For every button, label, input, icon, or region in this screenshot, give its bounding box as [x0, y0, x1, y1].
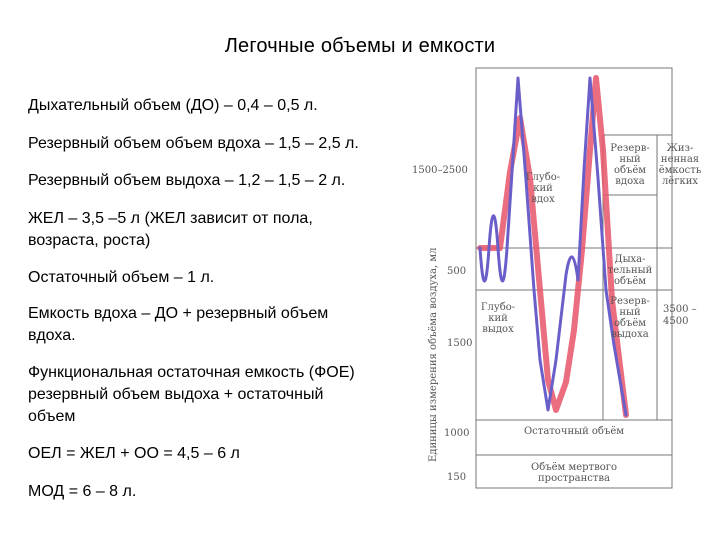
scale-1500-2500: 1500–2500 [412, 165, 468, 176]
frc-line-cont: резервный объем выдоха + остаточный [28, 386, 324, 403]
residual-volume-line: Остаточный объем – 1 л. [28, 269, 215, 286]
page-title: Легочные объемы и емкости [224, 35, 496, 57]
svg-text:объём: объём [614, 276, 646, 287]
svg-text:выдох: выдох [482, 324, 514, 335]
svg-text:Дыха-: Дыха- [614, 254, 645, 265]
mv-line: МОД = 6 – 8 л. [28, 483, 137, 500]
scale-150: 150 [447, 472, 466, 483]
svg-text:3500 –: 3500 – [663, 304, 697, 315]
svg-text:кий: кий [533, 183, 553, 194]
scale-1000: 1000 [444, 428, 469, 439]
svg-text:вдоха: вдоха [615, 176, 644, 187]
deep-inhale-label: Глубо- кий вдох [526, 172, 560, 205]
vital-capacity-values: 3500 – 4500 [663, 304, 697, 327]
axis-label: Единицы измерения объёма воздуха, мл [428, 248, 439, 462]
inspiratory-reserve-label: Резерв- ный объём вдоха [610, 143, 649, 187]
svg-text:выдоха: выдоха [611, 329, 648, 340]
svg-text:Резерв-: Резерв- [610, 143, 649, 154]
svg-text:ный: ный [619, 154, 641, 165]
svg-text:ёмкость: ёмкость [659, 165, 702, 176]
vital-capacity-line: ЖЕЛ – 3,5 –5 л (ЖЕЛ зависит от пола, [28, 210, 313, 227]
tidal-volume-line: Дыхательный объем (ДО) – 0,4 – 0,5 л. [28, 97, 318, 114]
svg-text:Объём мертвого: Объём мертвого [531, 462, 617, 473]
svg-text:вдох: вдох [531, 194, 555, 205]
expiratory-reserve-line: Резервный объем выдоха – 1,2 – 1,5 – 2 л… [28, 172, 346, 189]
inspiratory-reserve-line: Резервный объем объем вдоха – 1,5 – 2,5 … [28, 135, 359, 152]
deep-exhale-label: Глубо- кий выдох [481, 302, 515, 335]
tlc-line: ОЕЛ = ЖЕЛ + ОО = 4,5 – 6 л [28, 445, 240, 462]
blue-breathing-curve [478, 76, 628, 417]
vital-capacity-label: Жиз- ненная ёмкость лёгких [659, 143, 702, 187]
svg-text:Глубо-: Глубо- [526, 172, 560, 183]
dead-space-label: Объём мертвого пространства [531, 462, 617, 484]
inspiratory-capacity-line: Емкость вдоха – ДО + резервный объем [28, 305, 329, 322]
svg-text:ный: ный [619, 307, 641, 318]
residual-volume-label: Остаточный объём [524, 426, 624, 437]
svg-text:кий: кий [488, 313, 508, 324]
svg-text:Жиз-: Жиз- [667, 143, 694, 154]
svg-text:тельный: тельный [608, 265, 653, 276]
scale-500: 500 [447, 266, 466, 277]
svg-text:4500: 4500 [663, 316, 688, 327]
scale-1500: 1500 [447, 338, 472, 349]
frc-line-cont2: объем [28, 408, 76, 425]
svg-text:Резерв-: Резерв- [610, 296, 649, 307]
svg-text:объём: объём [614, 165, 646, 176]
expiratory-reserve-label: Резерв- ный объём выдоха [610, 296, 649, 340]
svg-text:пространства: пространства [538, 473, 610, 484]
svg-text:Глубо-: Глубо- [481, 302, 515, 313]
frc-line: Функциональная остаточная емкость (ФОЕ) [28, 364, 355, 381]
svg-text:лёгких: лёгких [662, 176, 698, 187]
vital-capacity-line-cont: возраста, роста) [28, 232, 151, 249]
svg-text:ненная: ненная [661, 154, 699, 165]
tidal-volume-label: Дыха- тельный объём [608, 254, 653, 287]
inspiratory-capacity-line-cont: вдоха. [28, 327, 76, 344]
svg-text:объём: объём [614, 318, 646, 329]
